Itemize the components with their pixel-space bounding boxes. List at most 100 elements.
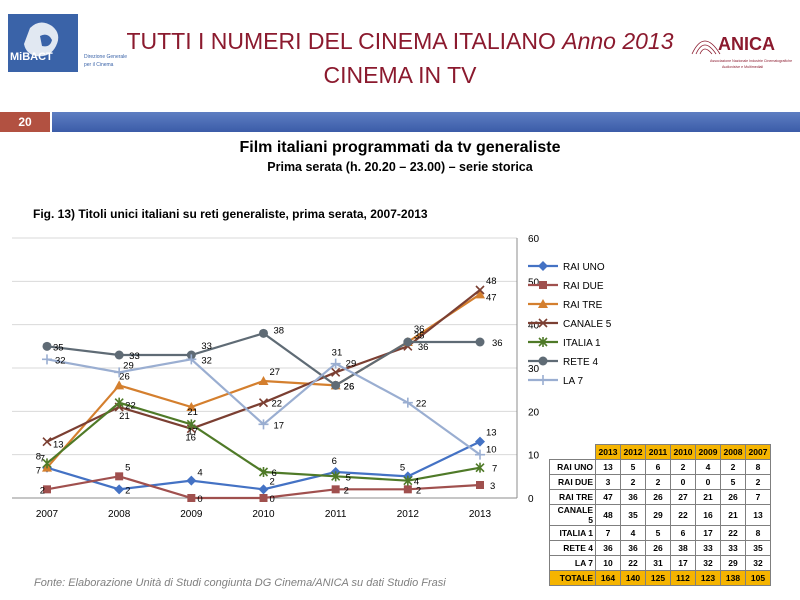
table-row-label: RAI DUE (549, 474, 596, 490)
data-point (259, 494, 268, 502)
data-label: 26 (344, 381, 355, 392)
table-year-header: 2007 (745, 444, 771, 460)
table-cell: 36 (620, 489, 646, 505)
data-label: 29 (346, 358, 357, 369)
data-label: 35 (53, 342, 64, 353)
table-row-label: TOTALE (549, 570, 596, 586)
table-cell: 5 (620, 459, 646, 475)
section-subheading: Prima serata (h. 20.20 – 23.00) – serie … (267, 160, 533, 174)
data-table: 2013 2012 2011 2010 2009 2008 2007 RAI UNO 13 5 6… (549, 444, 771, 586)
page-subtitle: CINEMA IN TV (323, 62, 477, 88)
data-label: 2 (125, 485, 130, 496)
table-cell: 2 (620, 474, 646, 490)
data-label: 7 (40, 454, 45, 465)
table-cell: 31 (645, 555, 671, 571)
legend-label: RAI UNO (563, 262, 605, 273)
data-label: 32 (55, 355, 66, 366)
data-label: 36 (414, 324, 425, 335)
data-label: 0 (197, 494, 202, 505)
data-point (331, 485, 340, 494)
table-cell: 17 (670, 555, 696, 571)
table-row: RAI UNO 13 5 6 2 4 2 8 (549, 459, 771, 475)
table-cell: 33 (720, 540, 746, 556)
data-label: 7 (492, 464, 497, 475)
data-label: 33 (201, 341, 212, 352)
data-label: 4 (414, 477, 419, 488)
table-cell: 164 (595, 570, 621, 586)
legend-item: RAI DUE (528, 281, 604, 292)
data-point (258, 419, 269, 430)
legend-label: LA 7 (563, 376, 583, 387)
series-line (46, 289, 481, 443)
data-label: 7 (36, 466, 41, 477)
data-label: 31 (332, 348, 343, 359)
table-cell: 5 (645, 525, 671, 541)
data-label: 13 (486, 428, 497, 439)
table-cell: 0 (670, 474, 696, 490)
table-row: RAI DUE 3 2 2 0 0 5 2 (549, 474, 771, 490)
data-label: 36 (492, 338, 503, 349)
table-cell: 17 (695, 525, 721, 541)
data-label: 21 (119, 411, 130, 422)
series-rai-due: 2 5 0 0 2 2 3 (40, 462, 496, 505)
table-cell: 13 (595, 459, 621, 475)
data-point (331, 367, 341, 377)
table-cell: 38 (670, 540, 696, 556)
data-point (403, 475, 413, 486)
table-cell: 36 (595, 540, 621, 556)
legend-item: RAI TRE (528, 299, 603, 311)
table-cell: 29 (645, 504, 671, 526)
table-cell: 6 (670, 525, 696, 541)
data-point (476, 481, 484, 489)
table-cell: 8 (745, 459, 771, 475)
y-tick-label: 60 (528, 234, 540, 245)
table-row-label: LA 7 (549, 555, 596, 571)
data-label: 13 (53, 440, 64, 451)
table-cell: 47 (595, 489, 621, 505)
data-point (258, 467, 269, 477)
data-label: 22 (125, 401, 136, 412)
data-label: 8 (36, 451, 41, 462)
table-row: CANALE 5 48 35 29 22 16 21 13 (549, 504, 771, 526)
data-label: 38 (274, 325, 285, 336)
legend-item: CANALE 5 (528, 318, 612, 330)
table-cell: 2 (720, 459, 746, 475)
data-point (186, 475, 197, 486)
y-tick-label: 30 (528, 364, 540, 375)
table-cell: 33 (695, 540, 721, 556)
data-label: 10 (486, 445, 497, 456)
data-label: 27 (270, 367, 281, 378)
table-cell: 26 (720, 489, 746, 505)
data-label: 32 (201, 355, 212, 366)
table-cell: 7 (745, 489, 771, 505)
table-cell: 32 (695, 555, 721, 571)
table-year-header: 2008 (720, 444, 746, 460)
x-tick-label: 2011 (325, 509, 347, 520)
legend-item: ITALIA 1 (528, 337, 601, 349)
table-row: TOTALE 164 140 125 112 123 138 105 (549, 570, 771, 586)
data-label: 47 (486, 292, 497, 303)
table-cell: 4 (695, 459, 721, 475)
data-label: 2 (40, 485, 45, 496)
data-point (186, 402, 197, 411)
table-cell: 6 (645, 459, 671, 475)
data-point (42, 354, 52, 365)
data-label: 17 (187, 426, 198, 437)
data-label: 22 (272, 399, 283, 410)
page-title-year: Anno 2013 (562, 28, 674, 54)
x-axis-ticks: 2007 2008 2009 2010 2011 2012 2013 (36, 509, 492, 520)
page-title: TUTTI I NUMERI DEL CINEMA ITALIANO Anno … (0, 28, 800, 55)
data-point (258, 398, 269, 408)
table-cell: 13 (745, 504, 771, 526)
data-point (403, 337, 413, 347)
legend-label: ITALIA 1 (563, 338, 601, 349)
data-point (330, 358, 341, 369)
data-point (475, 462, 485, 473)
data-label: 26 (344, 381, 355, 392)
data-label: 35 (414, 330, 425, 341)
data-point (42, 437, 52, 447)
anica-logo-text: ANICA (718, 34, 775, 54)
